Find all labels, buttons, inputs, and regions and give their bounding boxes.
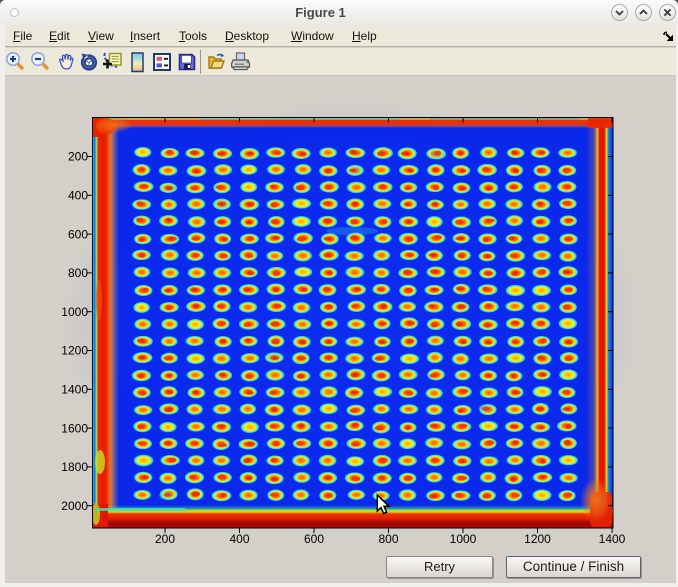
svg-text:2000: 2000 — [61, 499, 88, 513]
svg-text:200: 200 — [155, 532, 175, 546]
svg-text:400: 400 — [68, 189, 88, 203]
svg-text:1000: 1000 — [61, 305, 88, 319]
svg-text:400: 400 — [229, 532, 249, 546]
svg-text:800: 800 — [68, 266, 88, 280]
svg-text:1000: 1000 — [450, 532, 477, 546]
svg-text:800: 800 — [378, 532, 398, 546]
svg-text:1600: 1600 — [61, 421, 88, 435]
svg-text:1800: 1800 — [61, 460, 88, 474]
svg-text:600: 600 — [304, 532, 324, 546]
svg-text:1400: 1400 — [599, 532, 626, 546]
svg-text:1200: 1200 — [61, 344, 88, 358]
svg-text:600: 600 — [68, 227, 88, 241]
svg-text:200: 200 — [68, 150, 88, 164]
svg-text:1400: 1400 — [61, 383, 88, 397]
svg-text:1200: 1200 — [524, 532, 551, 546]
